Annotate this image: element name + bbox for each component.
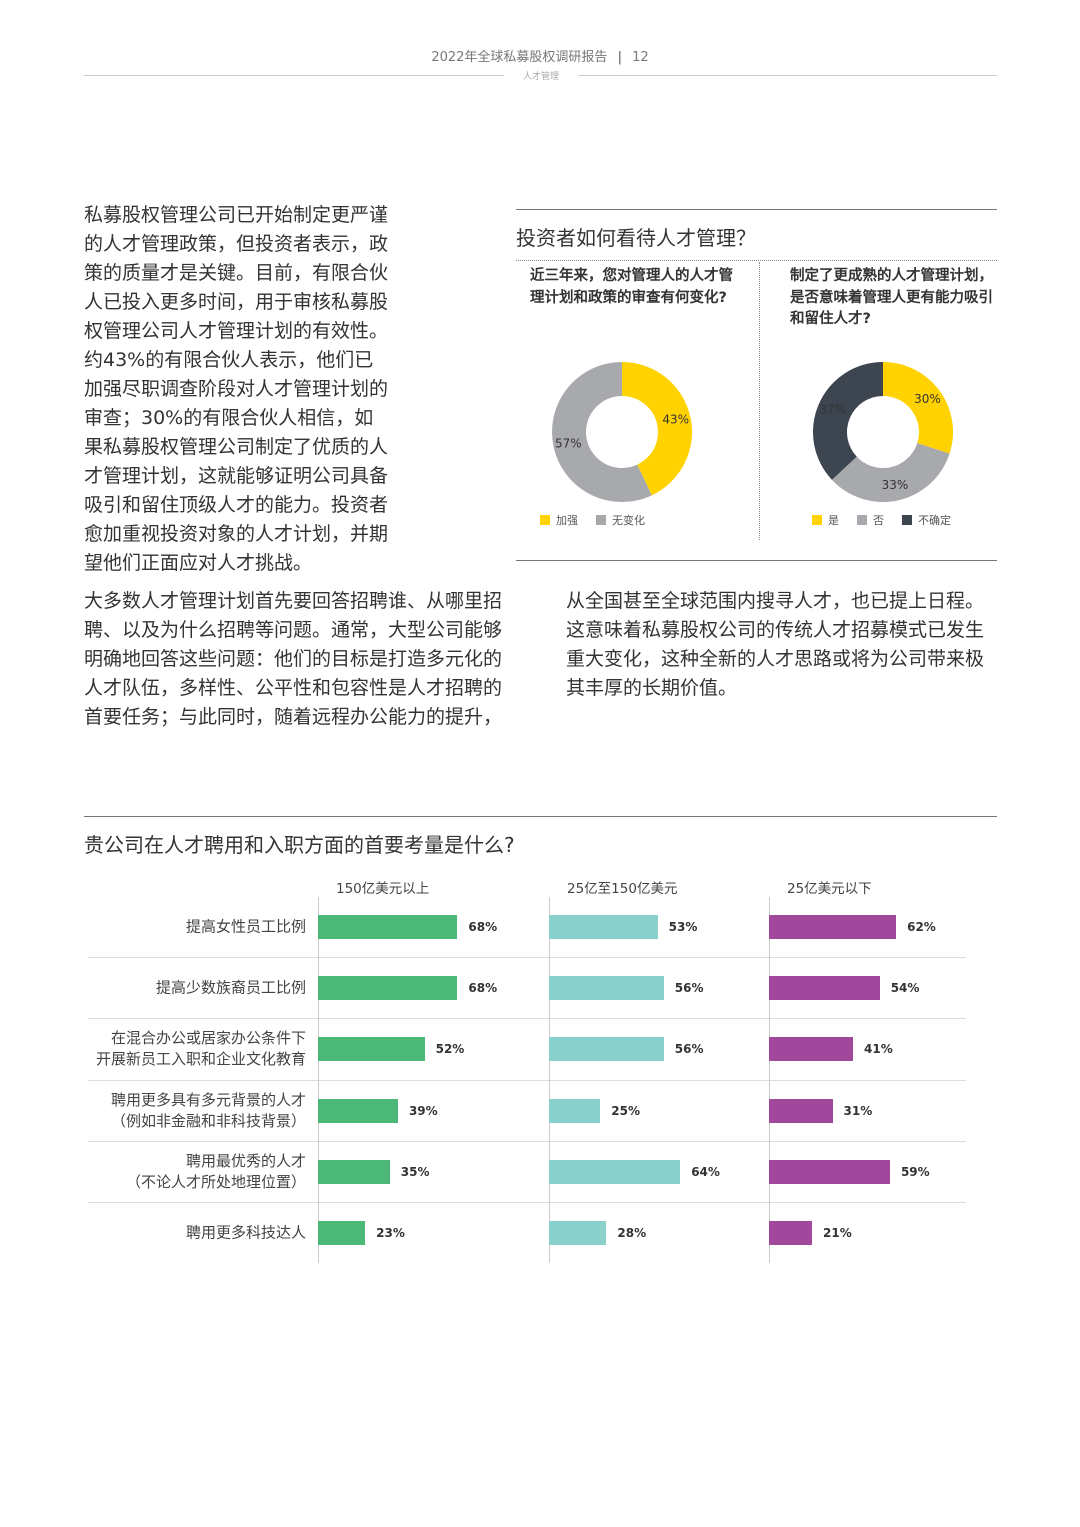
value-label: 68% — [468, 920, 498, 934]
bar — [769, 915, 897, 939]
pie-slice — [552, 362, 652, 503]
value-label: 52% — [435, 1042, 465, 1057]
bar — [549, 976, 664, 1001]
dotted-rule — [516, 260, 997, 261]
bar — [549, 1098, 601, 1123]
pie-question: 制定了更成熟的人才管理计划，是否意味着管理人更有能力吸引和留住人才? — [790, 268, 993, 327]
slice-label: 43% — [662, 413, 689, 427]
bar — [769, 1037, 854, 1062]
panel-axis — [769, 897, 770, 1263]
series-header: 25亿美元以下 — [787, 881, 872, 897]
value-label: 21% — [823, 1226, 852, 1240]
running-header: 2022年全球私募股权调研报告 | 12 — [431, 50, 649, 65]
row-separator — [88, 1079, 966, 1081]
section-name: 人才管理 — [522, 72, 559, 82]
rule — [516, 560, 997, 561]
value-label: 41% — [864, 1042, 893, 1057]
value-label: 25% — [611, 1103, 640, 1118]
category-label: 提高少数族裔员工比例 — [155, 978, 306, 997]
bar — [769, 976, 880, 1001]
legend-swatch — [596, 515, 606, 525]
category-label: 聘用更多具有多元背景的人才 （例如非金融和非科技背景） — [110, 1090, 306, 1130]
bar — [318, 915, 458, 939]
rule — [84, 816, 997, 817]
bar — [769, 1098, 833, 1123]
bar — [549, 1037, 664, 1062]
bar — [318, 976, 458, 1001]
slice-label: 37% — [819, 403, 846, 417]
intro-paragraph: 私募股权管理公司已开始制定更严谨的人才管理政策，但投资者表示，政策的质量才是关键… — [84, 204, 389, 574]
slice-label: 57% — [555, 436, 582, 450]
pie-slice — [883, 362, 953, 454]
row-separator — [88, 1140, 966, 1142]
value-label: 62% — [907, 920, 936, 934]
bar — [769, 1159, 890, 1184]
panel-axis — [549, 897, 550, 1263]
paragraph: 从全国甚至全球范围内搜寻人才，也已提上日程。这意味着私募股权公司的传统人才招募模… — [566, 590, 985, 699]
legend-label: 是 — [828, 514, 839, 527]
header-rule — [578, 75, 997, 76]
legend-swatch — [812, 515, 822, 525]
category-label: 在混合办公或居家办公条件下 开展新员工入职和企业文化教育 — [95, 1029, 306, 1069]
bar — [549, 1159, 681, 1184]
bar — [549, 1221, 607, 1245]
pie-charts: 43% 57% 加强 无变化 30% 33% 37% 是 否 不确定 — [540, 362, 953, 527]
slice-label: 30% — [914, 392, 941, 406]
chart-title: 贵公司在人才聘用和入职方面的首要考量是什么? — [84, 833, 515, 857]
report-title: 2022年全球私募股权调研报告 — [431, 50, 608, 65]
row-separator — [88, 1202, 966, 1203]
page-number: 12 — [632, 50, 649, 65]
value-label: 64% — [691, 1164, 720, 1179]
value-label: 28% — [617, 1226, 647, 1240]
series-header: 150亿美元以上 — [336, 881, 430, 897]
bar — [769, 1221, 813, 1245]
slice-label: 33% — [882, 478, 909, 492]
legend-label: 加强 — [556, 514, 578, 527]
legend-swatch — [540, 515, 550, 525]
legend-swatch — [857, 515, 867, 525]
row-separator — [88, 1018, 966, 1020]
rule — [516, 209, 997, 210]
category-label: 聘用更多科技达人 — [185, 1223, 306, 1242]
value-label: 56% — [674, 981, 704, 996]
value-label: 53% — [668, 920, 698, 934]
panel-axis — [318, 897, 319, 1263]
pie-question: 近三年来，您对管理人的人才管理计划和政策的审查有何变化? — [530, 268, 733, 306]
category-label: 提高女性员工比例 — [185, 917, 306, 936]
pie-slice — [831, 443, 950, 503]
bar — [318, 1221, 366, 1245]
pie-slice — [622, 362, 692, 496]
series-header: 25亿至150亿美元 — [567, 881, 678, 897]
legend-label: 不确定 — [918, 513, 951, 527]
category-label: 聘用最优秀的人才 （不论人才所处地理位置） — [125, 1151, 306, 1191]
row-separator — [88, 957, 966, 959]
value-label: 31% — [843, 1103, 873, 1118]
value-label: 39% — [408, 1103, 438, 1118]
bar — [318, 1037, 425, 1062]
legend-swatch — [902, 515, 912, 525]
value-label: 56% — [674, 1042, 704, 1057]
dotted-divider — [759, 262, 760, 540]
paragraph: 大多数人才管理计划首先要回答招聘谁、从哪里招聘、以及为什么招聘等问题。通常，大型… — [84, 590, 503, 728]
survey-title: 投资者如何看待人才管理？ — [516, 226, 756, 250]
value-label: 59% — [900, 1164, 930, 1179]
bar — [549, 915, 658, 939]
value-label: 68% — [468, 981, 498, 996]
pie-slice — [813, 362, 883, 480]
bar — [318, 1159, 390, 1184]
legend-label: 否 — [873, 514, 884, 527]
value-label: 23% — [376, 1226, 405, 1240]
header-rule — [84, 75, 504, 76]
legend-label: 无变化 — [612, 513, 645, 527]
value-label: 54% — [890, 981, 920, 996]
bar — [318, 1098, 398, 1123]
value-label: 35% — [400, 1164, 430, 1179]
